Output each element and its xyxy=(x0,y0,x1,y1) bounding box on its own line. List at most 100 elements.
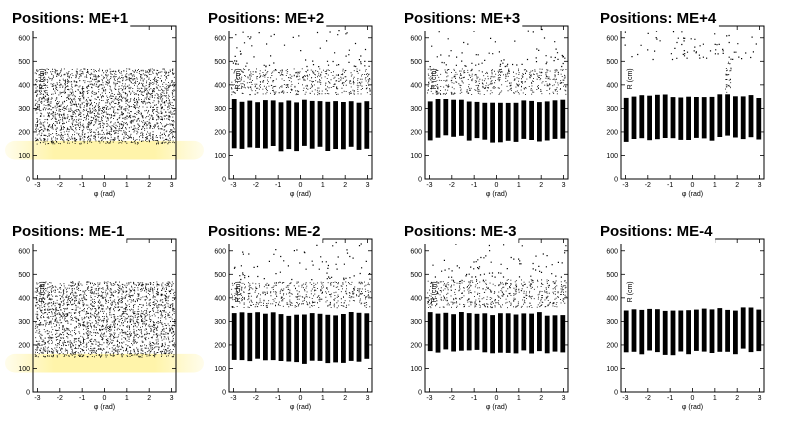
chamber-hits xyxy=(38,284,43,326)
panel-1-y-tick-label: 0 xyxy=(26,177,30,184)
panel-8-y-tick-label: 400 xyxy=(606,295,618,302)
panel-3-outlier-hits xyxy=(429,28,566,68)
chamber-stripe xyxy=(348,101,354,147)
chamber-stripe xyxy=(317,313,323,361)
chamber-hits xyxy=(132,281,136,328)
panel-6-x-tick-label: 1 xyxy=(321,395,325,402)
chamber-hits xyxy=(466,280,474,307)
chamber-hits xyxy=(136,117,141,145)
panel-8-markers xyxy=(623,307,762,356)
chamber-hits xyxy=(497,281,505,308)
chamber-stripe xyxy=(356,102,362,150)
chamber-hits xyxy=(136,69,140,115)
panel-2-outlier-hits xyxy=(232,29,370,68)
chamber-hits xyxy=(116,281,121,329)
panel-1-x-tick-label: -1 xyxy=(79,182,85,189)
chamber-stripe xyxy=(647,95,652,141)
chamber-hits xyxy=(285,282,293,308)
panel-2-title: Positions: ME+2 xyxy=(208,10,324,27)
chamber-hits xyxy=(116,328,121,355)
panel-2-y-tick-label: 200 xyxy=(214,129,226,136)
chamber-hits xyxy=(560,280,567,304)
chamber-hits xyxy=(58,283,63,329)
panel-1-x-tick-label: 3 xyxy=(170,182,174,189)
panel-6-markers xyxy=(231,241,371,364)
chamber-hits xyxy=(163,68,168,116)
chamber-stripe xyxy=(498,102,503,143)
chamber-hits xyxy=(132,328,137,356)
chamber-hits xyxy=(89,331,94,357)
panel-2-x-tick-label: 0 xyxy=(299,182,303,189)
chamber-stripe xyxy=(255,312,260,359)
chamber-hits xyxy=(151,282,156,329)
chamber-hits xyxy=(316,68,324,96)
chamber-stripe xyxy=(278,314,284,361)
chamber-hits xyxy=(34,69,39,114)
panel-8-y-tick-label: 0 xyxy=(614,390,618,397)
panel-2-y-tick-label: 400 xyxy=(214,82,226,89)
chamber-hits xyxy=(435,70,442,95)
panel-6-ring-1 xyxy=(231,312,370,364)
chamber-hits xyxy=(73,68,78,115)
chamber-stripe xyxy=(278,102,284,152)
chamber-stripe xyxy=(756,98,762,140)
chamber-stripe xyxy=(709,96,715,141)
chamber-hits xyxy=(42,329,47,358)
panel-1-y-tick-label: 400 xyxy=(18,82,30,89)
panel-4-y-axis-label: R (cm) xyxy=(627,68,634,89)
panel-5-y-tick-label: 600 xyxy=(18,248,30,255)
panel-2-y-tick-label: 0 xyxy=(222,177,226,184)
chamber-hits xyxy=(62,68,66,117)
panel-1: -3 -2 -1 0 1 2 3 0 100 200 300 400 500 600 φ (rad) R (c… xyxy=(5,10,204,198)
chamber-stripe xyxy=(717,94,723,137)
panel-8-y-axis-label: R (cm) xyxy=(627,281,634,302)
chamber-stripe xyxy=(451,99,456,137)
chamber-stripe xyxy=(701,308,707,352)
chamber-hits xyxy=(89,69,94,114)
chamber-hits xyxy=(147,68,152,116)
panel-2-y-tick-label: 600 xyxy=(214,35,226,42)
chamber-stripe xyxy=(552,100,558,139)
chamber-stripe xyxy=(662,310,668,355)
chamber-stripe xyxy=(529,313,534,354)
chamber-hits xyxy=(332,281,340,309)
chamber-hits xyxy=(93,69,98,117)
chamber-hits xyxy=(46,115,51,145)
chamber-stripe xyxy=(490,102,495,143)
panel-7-y-axis-label: R (cm) xyxy=(431,281,438,302)
chamber-hits xyxy=(112,115,117,143)
chamber-stripe xyxy=(639,309,645,355)
chamber-stripe xyxy=(678,310,684,352)
chamber-hits xyxy=(536,279,544,308)
chamber-hits xyxy=(144,283,148,330)
chamber-hits xyxy=(124,115,129,144)
chamber-hits xyxy=(132,69,137,115)
chamber-hits xyxy=(155,281,160,330)
chamber-hits xyxy=(231,69,238,96)
panel-2-x-tick-label: -3 xyxy=(230,182,236,189)
panel-4-x-tick-label: 2 xyxy=(735,182,739,189)
panel-6-y-tick-label: 500 xyxy=(214,272,226,279)
chamber-hits xyxy=(77,115,82,145)
chamber-hits xyxy=(112,70,117,117)
panel-1-title: Positions: ME+1 xyxy=(12,10,128,27)
panel-3-ring-1 xyxy=(427,99,566,143)
chamber-stripe xyxy=(490,315,495,354)
chamber-hits xyxy=(108,282,113,329)
panel-8-y-tick-label: 100 xyxy=(606,366,618,373)
chamber-hits xyxy=(725,61,732,93)
chamber-stripe xyxy=(631,96,637,139)
panel-7-y-tick-label: 100 xyxy=(410,366,422,373)
chamber-hits xyxy=(89,282,94,329)
chamber-hits xyxy=(136,282,140,328)
chamber-stripe xyxy=(459,99,464,136)
chamber-hits xyxy=(159,116,164,144)
chamber-stripe xyxy=(309,100,315,149)
panel-1-x-tick-label: 0 xyxy=(103,182,107,189)
panel-1-highlight-band xyxy=(5,140,204,160)
chamber-hits xyxy=(458,279,466,308)
panel-5-x-axis-label: φ (rad) xyxy=(94,404,115,411)
chamber-hits xyxy=(34,282,39,329)
panel-3-x-tick-label: -3 xyxy=(426,182,432,189)
chamber-hits xyxy=(116,116,121,144)
